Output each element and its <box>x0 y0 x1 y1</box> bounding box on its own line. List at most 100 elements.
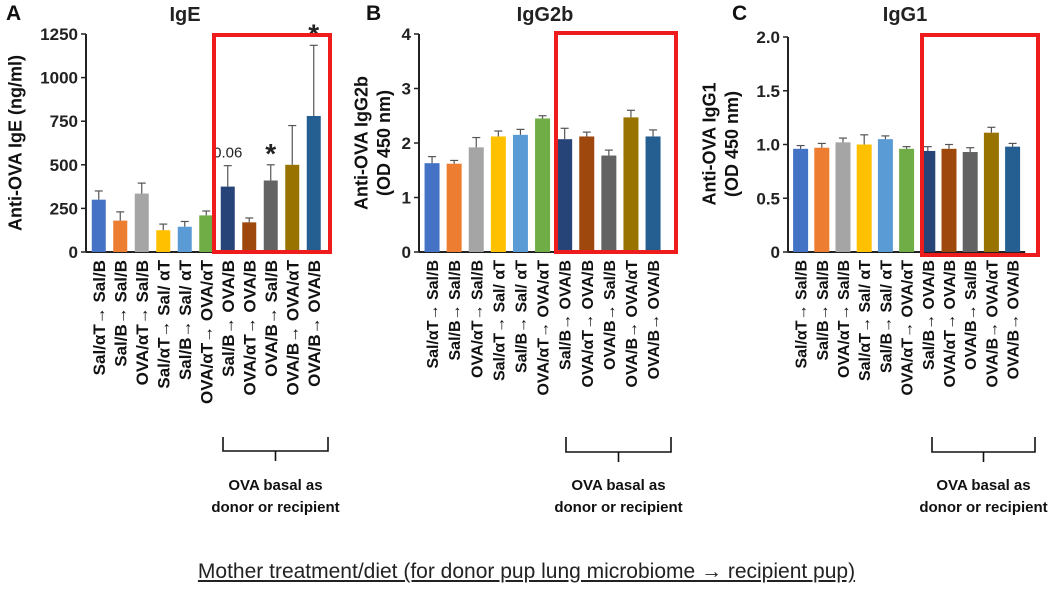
bar-a <box>113 220 128 252</box>
bracket-label-c: OVA basal as <box>936 477 1030 494</box>
bar-b <box>623 117 639 252</box>
x-tick-label-a: Sal/B→ Sal/ αT <box>176 259 195 380</box>
x-tick-label-c: OVA/B→ OVA/B <box>1006 260 1023 379</box>
x-tick-label-a: Sal/αT→ Sal/ αT <box>154 259 173 388</box>
y-tick-label-c: 0 <box>771 243 780 262</box>
group-bracket-b <box>565 437 672 462</box>
bar-c <box>962 152 978 252</box>
x-tick-label-b: OVA/αT→ OVA/B <box>580 260 597 387</box>
x-tick-label-a: OVA/αT→ Sal/B <box>133 260 152 385</box>
y-tick-label-b: 0 <box>402 243 411 262</box>
x-tick-label-c: Sal/B→ Sal/ αT <box>878 260 895 373</box>
y-tick-label-c: 0.5 <box>756 189 780 208</box>
x-tick-label-c: OVA/B→ Sal/B <box>963 260 980 370</box>
bracket-label-b: OVA basal as <box>571 477 665 494</box>
bar-c <box>793 148 809 252</box>
bar-c <box>835 142 851 252</box>
bar-b <box>490 136 506 252</box>
x-tick-label-a: OVA/αT→ OVA/αT <box>197 259 216 404</box>
bar-a <box>220 186 235 252</box>
panel-label-a: A <box>6 2 21 25</box>
y-axis-label-line: Anti-OVA IgE (ng/ml) <box>5 55 25 231</box>
y-axis-label-c: Anti-OVA IgG1 (OD 450 nm) <box>699 83 742 206</box>
x-tick-label-c: Sal/B→ Sal/B <box>815 260 832 360</box>
bar-a <box>199 215 214 252</box>
x-tick-label-a: OVA/B→ OVA/αT <box>283 259 302 395</box>
bar-c <box>1005 146 1021 252</box>
bracket-label-c: donor or recipient <box>919 499 1047 516</box>
x-tick-label-a: Sal/αT→ Sal/B <box>90 260 109 375</box>
x-tick-label-c: OVA/αT→ OVA/αT <box>900 260 917 396</box>
x-tick-label-b: OVA/B→ Sal/B <box>602 260 619 370</box>
y-tick-label-a: 250 <box>50 199 78 218</box>
chart-title-a: IgE <box>169 4 200 26</box>
x-tick-label-b: OVA/αT→ OVA/αT <box>536 260 553 396</box>
x-tick-label-b: Sal/αT→ Sal/ αT <box>491 260 508 381</box>
bar-b <box>579 136 595 252</box>
x-tick-label-c: Sal/B→ OVA/B <box>921 260 938 370</box>
y-axis-label-b: Anti-OVA IgG2b (OD 450 nm) <box>351 76 394 210</box>
x-tick-label-a: Sal/B→ Sal/B <box>111 260 130 367</box>
bracket-label-a: donor or recipient <box>211 499 339 516</box>
y-axis-label-line: (OD 450 nm) <box>374 90 394 196</box>
x-tick-label-b: OVA/B→ OVA/αT <box>624 260 641 388</box>
x-tick-label-c: Sal/αT→ Sal/ αT <box>857 260 874 381</box>
bar-b <box>512 134 528 252</box>
x-tick-label-a: OVA/B→ Sal/B <box>262 260 281 377</box>
panel-label-b: B <box>366 2 381 25</box>
bar-c <box>899 148 915 252</box>
highlight-box-a <box>212 33 332 254</box>
y-tick-label-b: 1 <box>402 189 411 208</box>
bar-c <box>920 150 936 252</box>
bracket-label-a: OVA basal as <box>228 477 322 494</box>
bar-b <box>557 139 573 252</box>
highlight-box-b <box>554 31 678 254</box>
bar-a <box>156 230 171 252</box>
x-tick-label-b: Sal/B→ Sal/B <box>447 260 464 360</box>
y-tick-label-c: 1.5 <box>756 82 780 101</box>
x-tick-label-b: Sal/B→ Sal/ αT <box>513 260 530 373</box>
bar-a <box>91 199 106 252</box>
group-bracket-c <box>931 437 1036 462</box>
x-tick-label-c: OVA/αT→ Sal/B <box>836 260 853 378</box>
figure-footer: Mother treatment/diet (for donor pup lun… <box>197 560 856 583</box>
x-tick-label-b: Sal/αT→ Sal/B <box>425 260 442 369</box>
bar-b <box>446 163 462 252</box>
y-tick-label-a: 500 <box>50 156 78 175</box>
bracket-label-b: donor or recipient <box>554 499 682 516</box>
bar-b <box>468 147 484 252</box>
x-tick-label-a: OVA/B→ OVA/B <box>305 260 324 387</box>
y-axis-label-a: Anti-OVA IgE (ng/ml) <box>5 55 25 231</box>
bar-c <box>877 139 893 252</box>
chart-title-b: IgG2b <box>517 4 574 26</box>
bar-c <box>856 144 872 252</box>
x-tick-label-b: OVA/B→ OVA/B <box>646 260 663 379</box>
y-tick-label-a: 750 <box>50 112 78 131</box>
y-tick-label-b: 2 <box>402 134 411 153</box>
y-axis-label-line: Anti-OVA IgG2b <box>351 76 371 210</box>
bar-a <box>285 164 300 252</box>
y-tick-label-a: 1000 <box>40 69 78 88</box>
bar-a <box>177 226 192 252</box>
y-axis-label-line: Anti-OVA IgG1 <box>699 83 719 206</box>
chart-title-c: IgG1 <box>883 4 927 26</box>
x-tick-label-c: Sal/αT→ Sal/B <box>794 260 811 369</box>
x-tick-label-c: OVA/B→ OVA/αT <box>984 260 1001 388</box>
y-tick-label-a: 0 <box>69 243 78 262</box>
panel-label-c: C <box>732 2 747 25</box>
bar-c <box>814 147 830 252</box>
y-tick-label-b: 3 <box>402 80 411 99</box>
x-tick-label-a: Sal/B→ OVA/B <box>219 260 238 377</box>
bar-a <box>306 115 321 252</box>
bar-a <box>263 180 278 252</box>
bar-b <box>535 118 551 252</box>
bar-b <box>601 155 617 252</box>
significance-annotation-a: * <box>265 138 276 169</box>
bar-c <box>941 148 957 252</box>
highlight-box-c <box>920 33 1040 257</box>
y-tick-label-b: 4 <box>402 25 412 44</box>
x-tick-label-b: Sal/B→ OVA/B <box>558 260 575 370</box>
x-tick-label-c: OVA/αT→ OVA/B <box>942 260 959 387</box>
bar-c <box>983 132 999 252</box>
